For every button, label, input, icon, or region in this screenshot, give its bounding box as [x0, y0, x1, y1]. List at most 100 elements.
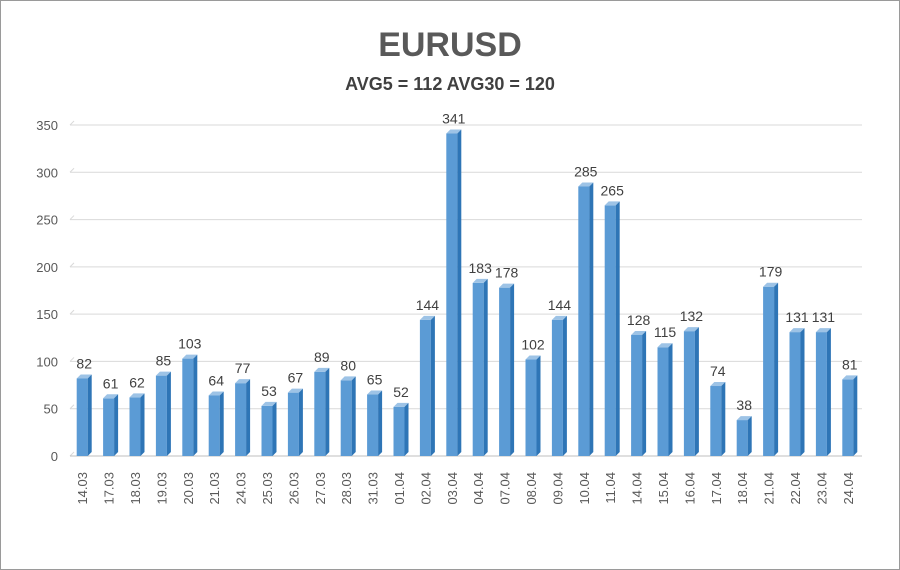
data-label: 62 [129, 374, 145, 390]
data-label: 183 [469, 260, 493, 276]
bar-side [298, 388, 303, 456]
bar [446, 129, 462, 457]
bar-front [340, 380, 352, 456]
y-tick-label: 350 [36, 118, 58, 133]
data-label: 144 [416, 297, 440, 313]
bar-top [736, 416, 752, 421]
x-tick-label: 16.04 [682, 472, 697, 505]
x-tick-label: 17.04 [709, 472, 724, 505]
data-label: 38 [736, 397, 752, 413]
bar-side [272, 401, 277, 456]
x-tick-label: 17.03 [102, 472, 117, 505]
data-label: 131 [812, 309, 836, 325]
bar [842, 375, 858, 456]
bar [631, 330, 647, 456]
bar-top [763, 282, 779, 287]
bar-front [736, 420, 748, 456]
y-tick-label: 100 [36, 354, 58, 369]
bar [155, 371, 171, 456]
bar-front [815, 332, 827, 456]
bar-side [193, 354, 198, 456]
bar-front [710, 386, 722, 456]
bar-front [604, 205, 616, 456]
bar-front [842, 379, 854, 456]
bar [525, 355, 541, 456]
bar-side [694, 327, 699, 456]
y-tick-label: 0 [51, 449, 58, 464]
y-tick-label: 250 [36, 213, 58, 228]
data-label: 103 [178, 336, 202, 352]
bar-top [261, 401, 277, 406]
bar-top [419, 315, 435, 320]
bar-top [76, 374, 92, 379]
bar-front [525, 359, 537, 456]
bar [578, 182, 594, 456]
bar-top [314, 367, 330, 372]
bar [208, 391, 224, 456]
bar [789, 328, 805, 456]
bar [815, 328, 831, 456]
y-tick-label: 200 [36, 260, 58, 275]
x-tick-label: 18.04 [735, 472, 750, 505]
bar-front [446, 133, 458, 457]
x-tick-label: 23.04 [814, 472, 829, 505]
bar-front [103, 398, 115, 456]
x-tick-label: 01.04 [392, 472, 407, 505]
bar-side [166, 371, 171, 456]
bar-top [604, 201, 620, 206]
data-label: 53 [261, 383, 277, 399]
data-label: 67 [288, 370, 304, 386]
bar [235, 379, 251, 456]
bar-front [657, 347, 669, 456]
bar [340, 376, 356, 456]
bar [129, 393, 145, 456]
x-tick-label: 07.04 [498, 472, 513, 505]
y-tick-label: 50 [44, 402, 58, 417]
y-tick-label: 300 [36, 165, 58, 180]
bar-front [129, 397, 141, 456]
x-tick-label: 20.03 [181, 472, 196, 505]
bar [657, 343, 673, 456]
data-label: 65 [367, 372, 383, 388]
data-label: 341 [442, 111, 466, 127]
x-tick-label: 03.04 [445, 472, 460, 505]
bar-side [615, 201, 620, 456]
data-label: 178 [495, 265, 519, 281]
bar-side [510, 283, 515, 456]
bar-front [155, 375, 167, 456]
bar [683, 327, 699, 456]
bar-top [446, 129, 462, 134]
data-label: 144 [548, 297, 572, 313]
x-tick-label: 28.03 [339, 472, 354, 505]
data-label: 265 [601, 182, 625, 198]
bar-side [800, 328, 805, 456]
bar [76, 374, 92, 456]
data-label: 128 [627, 312, 651, 328]
x-tick-label: 22.04 [788, 472, 803, 505]
bar-side [351, 376, 356, 456]
bar-side [219, 391, 224, 456]
data-label: 52 [393, 384, 409, 400]
bar-top [657, 343, 673, 348]
bar [314, 367, 330, 456]
bar [367, 390, 383, 456]
bar-top [235, 379, 251, 384]
bar-side [404, 402, 409, 456]
bar-front [182, 358, 194, 456]
bar-front [367, 394, 379, 456]
bar-front [683, 331, 695, 456]
x-tick-label: 14.03 [75, 472, 90, 505]
x-tick-label: 08.04 [524, 472, 539, 505]
bar-side [747, 416, 752, 456]
data-label: 179 [759, 264, 783, 280]
bar [419, 315, 435, 456]
bar-top [129, 393, 145, 398]
data-label: 74 [710, 363, 726, 379]
data-label: 82 [76, 355, 92, 371]
bar [261, 401, 277, 456]
bar-front [578, 186, 590, 456]
gridline-depth [69, 120, 75, 126]
bar-top [551, 315, 567, 320]
x-tick-label: 25.03 [260, 472, 275, 505]
